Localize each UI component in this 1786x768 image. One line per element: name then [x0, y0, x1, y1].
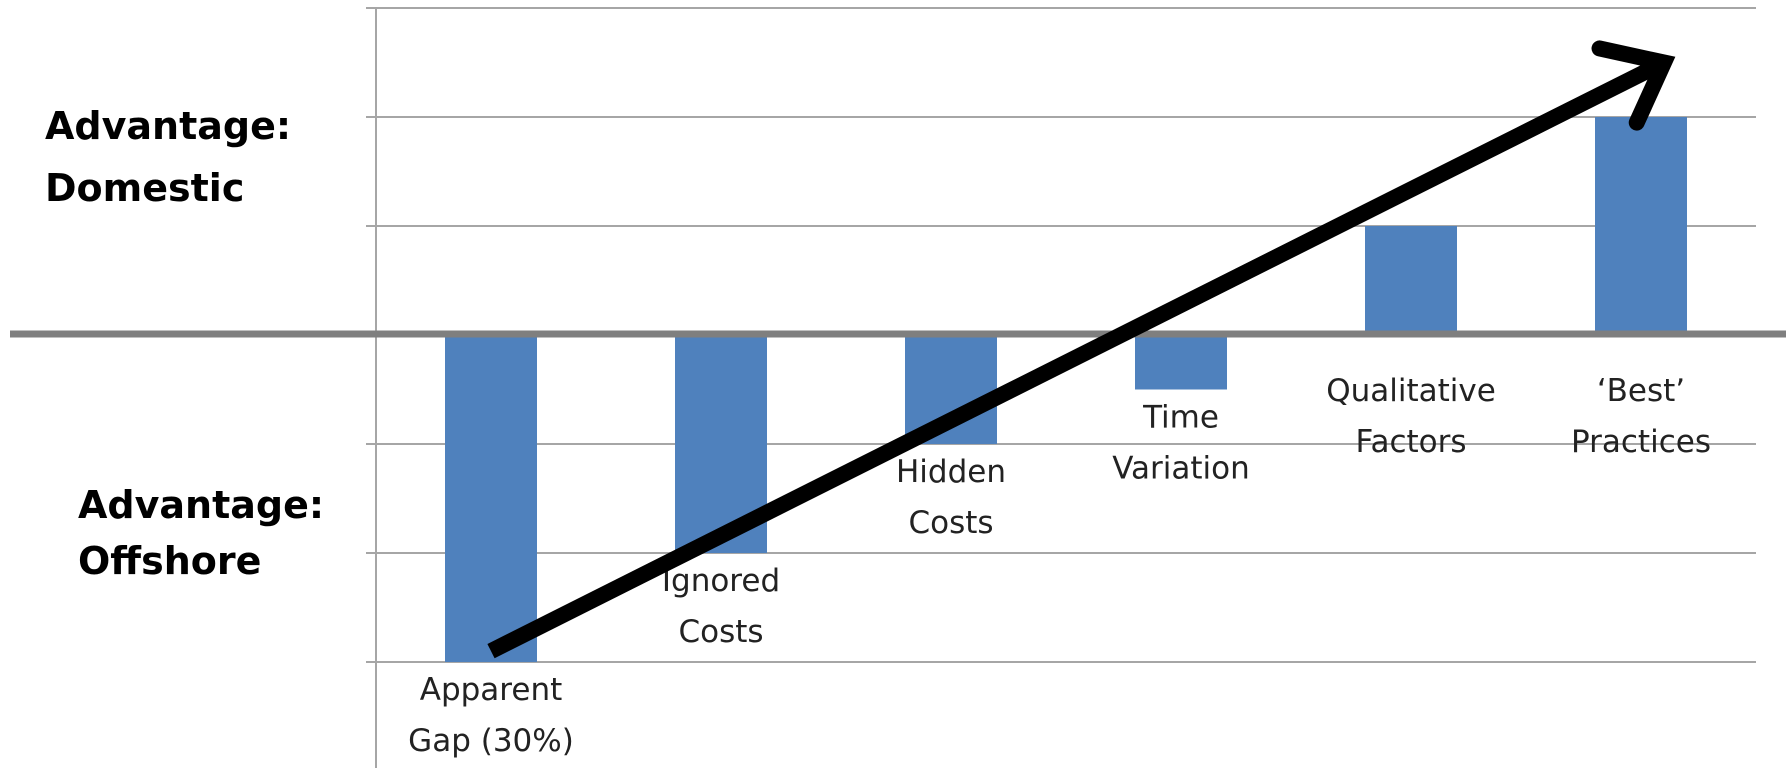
category-label-line: Costs: [678, 614, 763, 650]
category-label-line: Costs: [908, 505, 993, 541]
category-label-line: Practices: [1571, 424, 1711, 460]
category-label-1: Ignored Costs: [662, 563, 780, 650]
category-label-line: Qualitative: [1326, 373, 1496, 409]
category-label-line: Factors: [1355, 424, 1466, 460]
category-label-line: Time: [1142, 400, 1219, 436]
bar-5: [1595, 117, 1687, 335]
gridlines: [366, 7, 1756, 663]
category-label-line: Variation: [1112, 451, 1250, 487]
bar-4: [1365, 226, 1457, 335]
category-label-0: Apparent Gap (30%): [408, 672, 574, 759]
domestic-label-line-1: Advantage:: [45, 104, 291, 148]
category-label-line: Apparent: [420, 672, 563, 708]
trend-arrow: [487, 40, 1676, 659]
advantage-labels: Advantage: Domestic Advantage: Offshore: [45, 104, 337, 583]
offshore-label-line-1: Advantage:: [78, 483, 324, 527]
category-label-3: Time Variation: [1112, 400, 1250, 487]
trend-arrow-head: [1591, 40, 1676, 131]
offshore-label: Advantage: Offshore: [78, 483, 337, 583]
category-label-line: Gap (30%): [408, 723, 574, 759]
category-label-line: ‘Best’: [1597, 373, 1685, 409]
category-label-2: Hidden Costs: [896, 454, 1006, 541]
category-label-line: Hidden: [896, 454, 1006, 490]
category-label-4: Qualitative Factors: [1326, 373, 1496, 460]
domestic-label: Advantage: Domestic: [45, 104, 304, 210]
category-label-5: ‘Best’ Practices: [1571, 373, 1711, 460]
category-labels: Apparent Gap (30%) Ignored Costs Hidden Costs…: [408, 373, 1711, 759]
category-label-line: Ignored: [662, 563, 780, 599]
bar-0: [445, 335, 537, 662]
trend-arrow-shaft: [487, 58, 1663, 659]
domestic-label-line-2: Domestic: [45, 166, 244, 210]
offshore-label-line-2: Offshore: [78, 539, 261, 583]
bar-3: [1135, 335, 1227, 390]
